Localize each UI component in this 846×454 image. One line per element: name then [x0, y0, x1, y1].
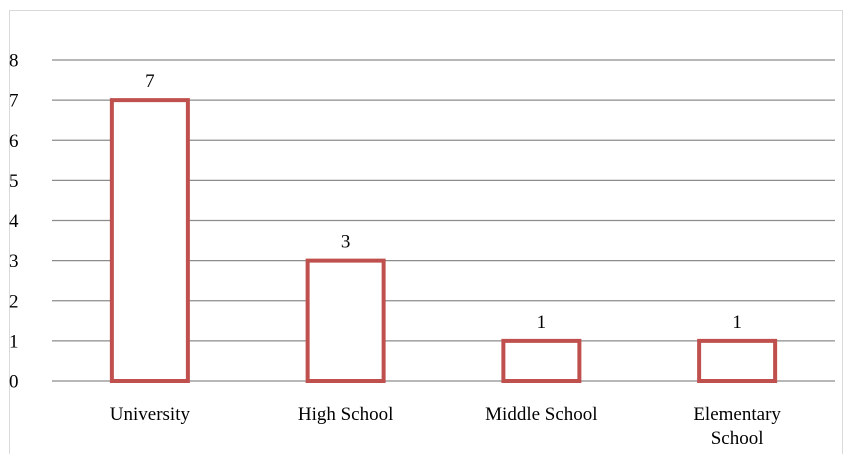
x-tick-label: Middle School [485, 404, 597, 425]
y-tick-label: 4 [9, 211, 19, 232]
x-tick-label-line: School [711, 428, 764, 449]
x-tick-label-line: University [110, 404, 191, 425]
x-tick-label: University [110, 404, 191, 425]
y-tick-label: 7 [9, 91, 19, 112]
y-tick-label: 8 [9, 51, 19, 72]
y-tick-label: 1 [9, 331, 19, 352]
y-tick-label: 5 [9, 171, 19, 192]
bars [109, 98, 778, 383]
x-tick-label-line: High School [298, 404, 394, 425]
bar [501, 338, 582, 383]
data-label: 7 [145, 71, 155, 92]
y-axis-ticks: 0 1 2 3 4 5 6 7 8 [9, 51, 19, 393]
x-tick-label: Elementary School [693, 404, 781, 449]
y-tick-label: 2 [9, 291, 19, 312]
chart-frame [9, 10, 843, 454]
x-tick-label-line: Middle School [485, 404, 597, 425]
data-label: 3 [341, 232, 351, 253]
data-label: 1 [732, 312, 742, 333]
y-tick-label: 0 [9, 372, 19, 393]
data-labels: 7 3 1 1 [145, 71, 742, 333]
bar [109, 98, 190, 383]
bar [305, 258, 386, 383]
x-tick-label-line: Elementary [693, 404, 781, 425]
data-label: 1 [537, 312, 547, 333]
y-tick-label: 3 [9, 251, 19, 272]
x-axis-ticks: University High School Middle School Elemen… [110, 404, 782, 449]
bar [697, 338, 778, 383]
y-tick-label: 6 [9, 131, 19, 152]
x-tick-label: High School [298, 404, 394, 425]
